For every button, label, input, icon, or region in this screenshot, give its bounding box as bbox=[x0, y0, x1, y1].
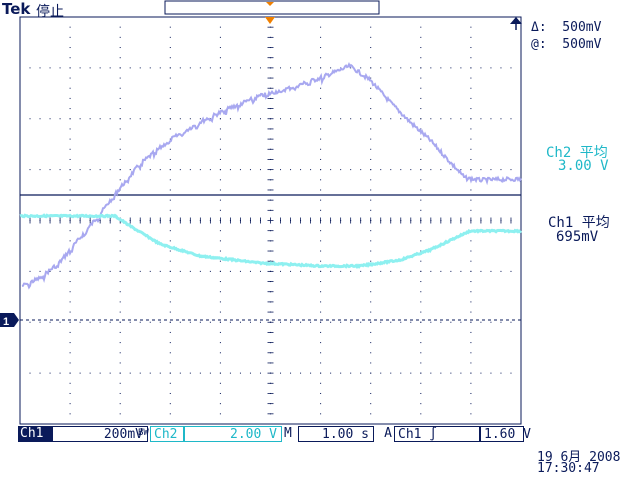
trigger-position-marker bbox=[266, 2, 274, 6]
ch2-mean-label: Ch2 平均 bbox=[546, 145, 608, 161]
ch2-scale[interactable]: 2.00 V bbox=[184, 426, 282, 442]
ch1-waveform bbox=[21, 62, 522, 290]
trigger-point-marker bbox=[265, 17, 275, 24]
trigger-source[interactable]: Ch1 ∫ bbox=[394, 426, 480, 442]
time-display: 17:30:47 bbox=[537, 461, 600, 476]
trigger-prefix: A bbox=[384, 426, 392, 441]
date-display: 19 6月 2008 bbox=[537, 450, 621, 465]
ch1-mean-label: Ch1 平均 bbox=[548, 215, 610, 231]
bandwidth-limit-icon: BW bbox=[138, 428, 149, 438]
ch1-mean-value: 695mV bbox=[556, 229, 599, 245]
brand-logo: Tek bbox=[2, 0, 31, 18]
trigger-level-marker bbox=[510, 17, 522, 24]
timebase-prefix: M bbox=[284, 426, 292, 441]
ch1-scale[interactable]: 200mV bbox=[52, 426, 148, 442]
cursor-delta-readout: Δ: 500mV bbox=[531, 20, 602, 35]
record-length-bar bbox=[164, 0, 380, 15]
ch2-tag[interactable]: Ch2 bbox=[150, 426, 184, 442]
ch2-mean-value: 3.00 V bbox=[558, 158, 609, 174]
ch1-ground-label: 1 bbox=[3, 316, 9, 328]
cursor-at-readout: @: 500mV bbox=[531, 37, 602, 52]
run-state-label: 停止 bbox=[36, 4, 64, 20]
ch1-tag[interactable]: Ch1 bbox=[18, 426, 52, 442]
ch2-waveform bbox=[19, 213, 523, 269]
timebase-scale[interactable]: 1.00 s bbox=[298, 426, 374, 442]
status-bar: Ch1 200mV BW Ch2 2.00 V M 1.00 s A Ch1 ∫… bbox=[18, 426, 531, 442]
ch1-ground-marker bbox=[0, 313, 19, 327]
trigger-level[interactable]: 1.60 V bbox=[480, 426, 531, 442]
